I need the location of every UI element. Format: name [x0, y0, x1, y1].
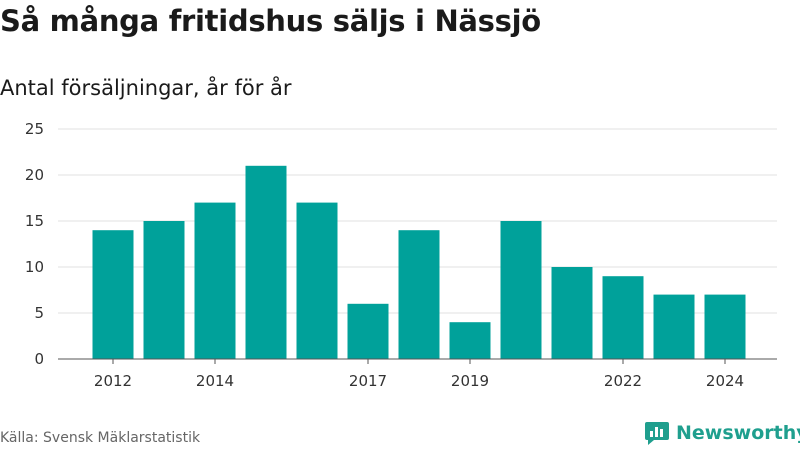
- bar-2020: [500, 221, 542, 359]
- bar-2024: [704, 294, 746, 359]
- y-tick-label: 25: [25, 120, 44, 138]
- y-tick-label: 0: [34, 350, 44, 368]
- bar-2017: [347, 303, 389, 359]
- bar-chart: 0 5 10 15 20 25 2012 2014 2017 2019 2022 2024: [25, 120, 777, 390]
- bar-2016: [296, 202, 338, 359]
- bar-2012: [92, 230, 134, 359]
- bar-2021: [551, 267, 593, 359]
- chart-subtitle: Antal försäljningar, år för år: [0, 76, 292, 100]
- source-note: Källa: Svensk Mäklarstatistik: [0, 430, 201, 446]
- bar-2013: [143, 221, 185, 359]
- bar-2015: [245, 165, 287, 359]
- bar-2022: [602, 276, 644, 359]
- newsworthy-logo: Newsworthy: [644, 420, 800, 446]
- y-tick-label: 15: [25, 212, 44, 230]
- bar-2019: [449, 322, 491, 359]
- y-tick-label: 20: [25, 166, 44, 184]
- x-tick-label: 2017: [349, 372, 387, 390]
- bar-2014: [194, 202, 236, 359]
- y-tick-label: 5: [34, 304, 44, 322]
- x-tick-label: 2024: [706, 372, 744, 390]
- y-tick-label: 10: [25, 258, 44, 276]
- x-tick-label: 2012: [94, 372, 132, 390]
- x-tick-label: 2022: [604, 372, 642, 390]
- logo-text: Newsworthy: [676, 422, 800, 444]
- x-tick-label: 2019: [451, 372, 489, 390]
- bar-2023: [653, 294, 695, 359]
- x-tick-label: 2014: [196, 372, 234, 390]
- chart-title: Så många fritidshus säljs i Nässjö: [0, 4, 541, 38]
- bar-2018: [398, 230, 440, 359]
- newsworthy-logo-icon: [645, 422, 669, 445]
